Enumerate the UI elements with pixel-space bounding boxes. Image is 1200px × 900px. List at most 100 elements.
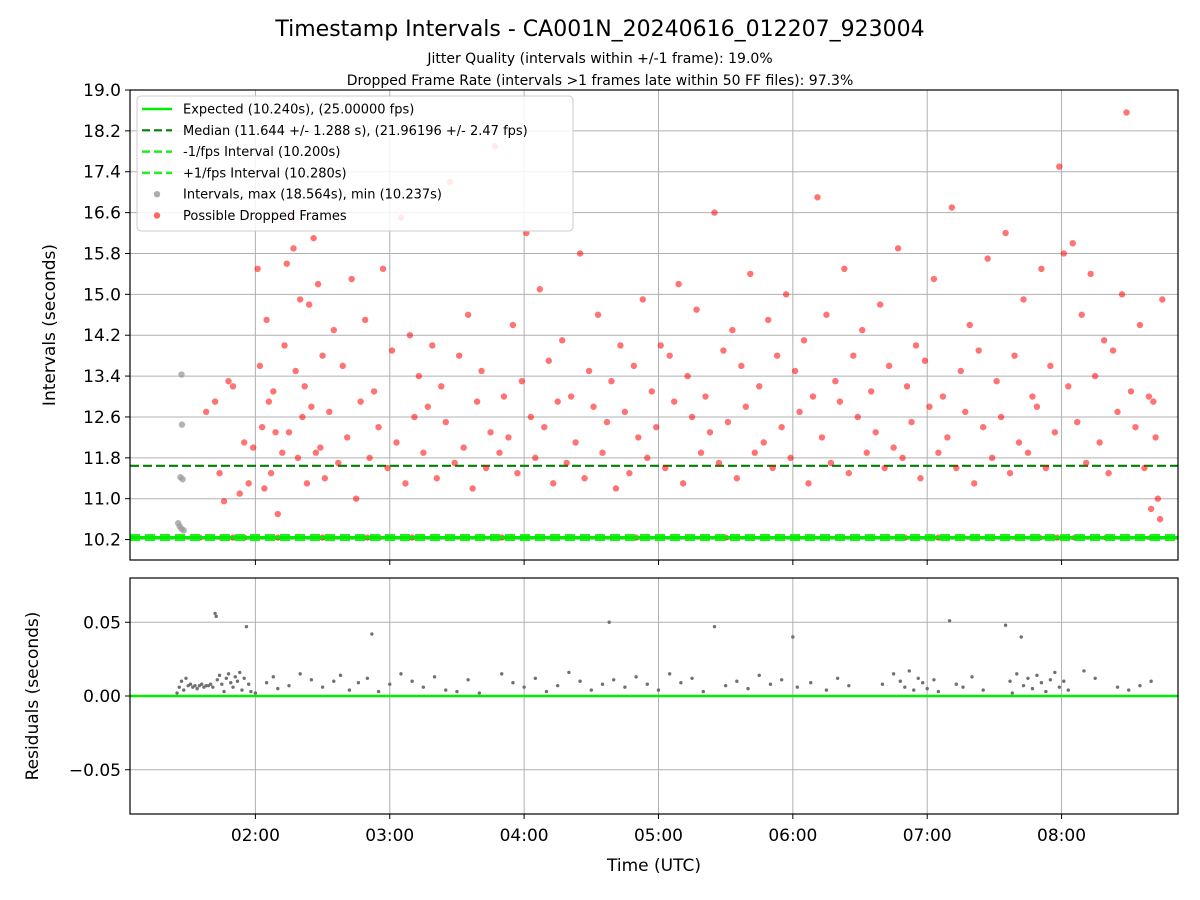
- dropped-frame-point: [1015, 439, 1023, 446]
- residual-point: [399, 672, 403, 676]
- dropped-frame-point: [930, 275, 938, 283]
- dropped-frame-point: [1051, 429, 1059, 436]
- residuals-y-tick-label: 0.05: [83, 613, 121, 633]
- residual-point: [907, 669, 911, 673]
- residual-point: [1053, 670, 1057, 675]
- dropped-frame-point: [617, 342, 624, 349]
- residual-point: [199, 682, 204, 686]
- dropped-frame-point: [953, 464, 960, 472]
- residual-point: [233, 675, 237, 679]
- dropped-frame-point: [572, 439, 579, 446]
- interval-point: [180, 527, 187, 534]
- residual-point: [1093, 676, 1097, 680]
- residual-point: [634, 675, 638, 679]
- residual-point: [1015, 672, 1019, 676]
- residual-point: [795, 685, 800, 689]
- dropped-frame-point: [451, 459, 458, 467]
- dropped-frame-point: [478, 367, 485, 375]
- residual-point: [779, 678, 784, 682]
- dropped-frame-point: [1096, 439, 1103, 446]
- dropped-frame-point: [285, 429, 293, 436]
- dropped-frame-point: [393, 439, 400, 446]
- residual-point: [1003, 623, 1008, 627]
- dropped-frame-point: [366, 454, 373, 462]
- dropped-frame-point: [868, 388, 875, 395]
- dropped-frame-point: [612, 485, 620, 492]
- residual-point: [222, 689, 226, 694]
- residual-point: [936, 689, 941, 694]
- residual-point: [193, 683, 197, 688]
- dropped-frame-point: [585, 367, 593, 375]
- dropped-frame-point: [1020, 296, 1027, 303]
- dropped-frame-point: [626, 469, 633, 477]
- dropped-frame-point: [326, 408, 333, 416]
- dropped-frame-point: [505, 434, 512, 441]
- dropped-frame-point: [1132, 423, 1139, 431]
- residual-point: [723, 683, 728, 688]
- dropped-frame-point: [220, 498, 228, 505]
- residual-point: [466, 678, 470, 682]
- dropped-frame-point: [1114, 408, 1121, 416]
- dropped-frame-point: [406, 332, 414, 339]
- residual-point: [211, 685, 215, 689]
- residual-point: [224, 676, 228, 680]
- residual-point: [921, 681, 925, 685]
- dropped-frame-point: [639, 296, 647, 303]
- residual-point: [809, 681, 813, 685]
- dropped-frame-point: [1123, 109, 1130, 116]
- dropped-frame-point: [621, 408, 629, 416]
- dropped-frame-point: [500, 393, 508, 400]
- dropped-frame-point: [509, 321, 517, 329]
- residual-point: [567, 670, 571, 675]
- residual-point: [1030, 686, 1035, 691]
- residual-point: [1039, 681, 1044, 685]
- dropped-frame-point: [670, 398, 678, 405]
- dropped-frame-point: [787, 454, 794, 462]
- dropped-frame-point: [688, 413, 696, 421]
- dropped-frame-point: [841, 265, 848, 273]
- dropped-frame-point: [305, 301, 313, 308]
- dropped-frame-point: [308, 403, 315, 410]
- residual-point: [217, 673, 222, 678]
- x-axis-label: Time (UTC): [606, 856, 701, 876]
- dropped-frame-point: [1145, 393, 1153, 400]
- dropped-frame-point: [1109, 347, 1117, 354]
- residual-point: [238, 670, 242, 675]
- dropped-frame-point: [836, 398, 844, 405]
- intervals-y-tick-label: 15.0: [83, 285, 121, 305]
- chart-subtitle-dropped: Dropped Frame Rate (intervals >1 frames …: [347, 73, 854, 89]
- residual-point: [213, 611, 217, 616]
- dropped-frame-point: [644, 454, 651, 462]
- dropped-frame-point: [1091, 372, 1099, 380]
- dropped-frame-point: [630, 362, 638, 370]
- dropped-frame-point: [1087, 270, 1094, 278]
- dropped-frame-point: [482, 464, 490, 472]
- interval-point: [178, 371, 185, 378]
- residual-point: [611, 678, 616, 682]
- dropped-frame-point: [863, 449, 870, 456]
- dropped-frame-point: [657, 342, 664, 349]
- dropped-frame-point: [939, 393, 947, 400]
- dropped-frame-point: [567, 393, 575, 400]
- dropped-frame-point: [926, 403, 933, 410]
- residual-point: [271, 675, 276, 679]
- dropped-frame-point: [527, 413, 535, 421]
- intervals-y-tick-label: 16.6: [83, 204, 121, 224]
- residuals-y-tick-label: 0.00: [83, 687, 121, 707]
- dropped-frame-point: [899, 454, 906, 462]
- dropped-frame-point: [769, 464, 776, 472]
- residual-point: [600, 682, 605, 686]
- legend-swatch-dropped: [153, 212, 161, 219]
- residuals-panel: −0.050.000.05 02:00 03:00 04:00 05:00 06:00 0…: [23, 577, 1179, 876]
- residual-point: [332, 679, 336, 683]
- dropped-frame-point: [317, 444, 324, 451]
- dropped-frame-point: [997, 413, 1005, 421]
- dropped-frame-point: [684, 372, 691, 380]
- residual-point: [667, 672, 672, 676]
- dropped-frame-point: [594, 311, 602, 318]
- residual-point: [835, 676, 840, 680]
- dropped-frame-point: [1152, 434, 1159, 441]
- intervals-y-tick-label: 15.8: [83, 244, 121, 264]
- residual-point: [511, 681, 515, 685]
- dropped-frame-point: [1105, 469, 1112, 477]
